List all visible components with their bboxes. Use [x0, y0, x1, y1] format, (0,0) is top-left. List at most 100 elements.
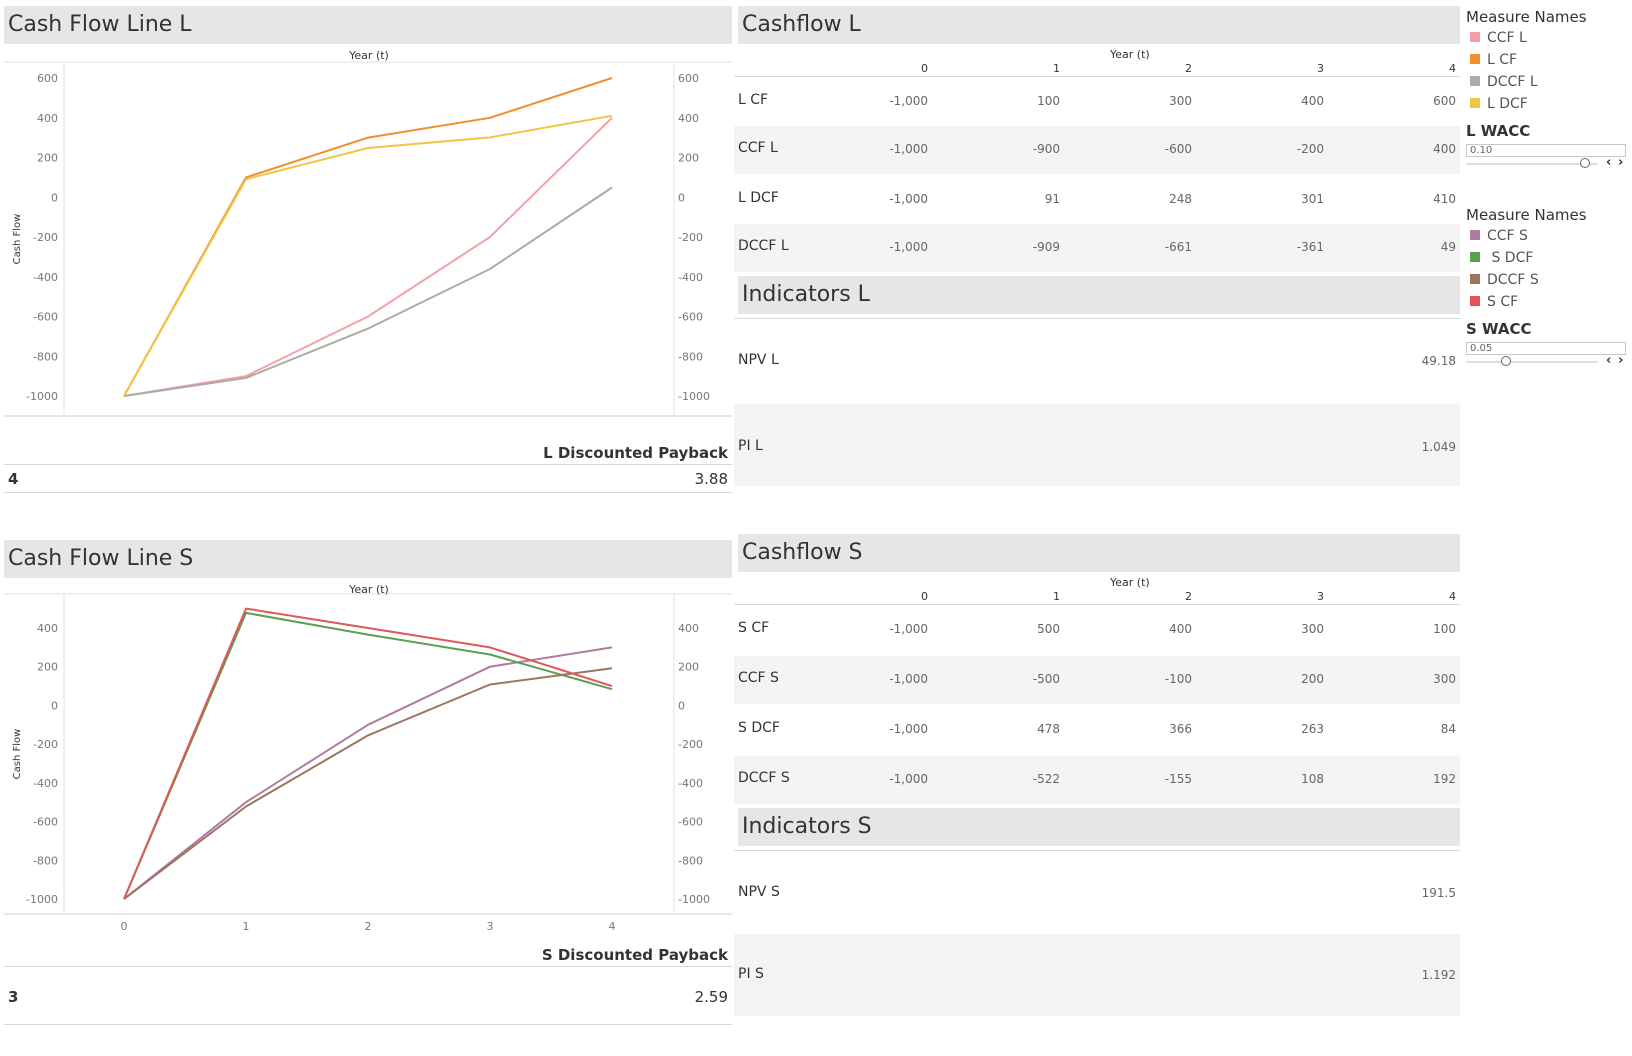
- table-l-col: 4: [1449, 62, 1456, 75]
- cash-flow-line-s-chart[interactable]: Year (t) Cash Flow 400 400 200 200 0 0 -200 -200 -…: [0, 578, 736, 930]
- cell: 400: [1169, 622, 1192, 636]
- legend-item-l-dcf[interactable]: L DCF: [1470, 96, 1528, 116]
- table-row: CCF S -1,000 -500 -100 200 300: [734, 656, 1460, 704]
- legend-label: L DCF: [1487, 96, 1528, 112]
- cashflow-l-table: Year (t) 0 1 2 3 4 L CF -1,000 100 300 4…: [734, 46, 1460, 276]
- indicator-value: 1.049: [1421, 440, 1456, 454]
- row-label: CCF L: [738, 140, 778, 156]
- legend-item-ccf-l[interactable]: CCF L: [1470, 30, 1527, 50]
- indicator-value: 1.192: [1421, 968, 1456, 982]
- slider-knob[interactable]: [1500, 356, 1511, 366]
- table-s-col: 0: [921, 590, 928, 603]
- l-wacc-slider[interactable]: ‹ ›: [1466, 155, 1626, 171]
- indicators-l-title: Indicators L: [738, 276, 1460, 314]
- l-payback-key: 4: [8, 470, 19, 488]
- cell: 500: [1037, 622, 1060, 636]
- legend-label: L CF: [1487, 52, 1518, 68]
- series-line-l-dcf: [123, 114, 613, 397]
- legend-swatch: [1470, 274, 1480, 284]
- series-line-ccf-l: [123, 117, 613, 397]
- slider-knob[interactable]: [1579, 158, 1590, 168]
- s-payback-value: 2.59: [694, 988, 728, 1006]
- cell: -361: [1296, 240, 1324, 254]
- chevron-right-icon[interactable]: ›: [1618, 155, 1624, 170]
- legend-swatch: [1470, 296, 1480, 306]
- cell: 400: [1433, 142, 1456, 156]
- x-tick-label: 0: [121, 422, 128, 424]
- cell: 91: [1044, 192, 1060, 206]
- y-tick-label-right: 400: [678, 622, 699, 635]
- l-payback-value: 3.88: [694, 470, 728, 488]
- legend-item-ccf-s[interactable]: CCF S: [1470, 228, 1528, 248]
- series-line-s-cf: [123, 607, 613, 900]
- indicator-value: 191.5: [1421, 886, 1456, 900]
- cell: 100: [1433, 622, 1456, 636]
- legend-label: CCF S: [1487, 228, 1528, 244]
- cell: -200: [1296, 142, 1324, 156]
- indicator-label: NPV S: [738, 884, 780, 900]
- cash-flow-line-l-chart[interactable]: Year (t) Cash Flow 600 600 400 400 200 200 0 0 -20…: [0, 44, 736, 424]
- s-payback-key: 3: [8, 988, 19, 1006]
- chevron-left-icon[interactable]: ‹: [1606, 155, 1612, 170]
- legend-item-s-cf[interactable]: S CF: [1470, 294, 1518, 314]
- y-tick-label-right: 600: [678, 72, 699, 85]
- x-tick-label: 3: [487, 422, 494, 424]
- cell: 400: [1301, 94, 1324, 108]
- legend-item-l-cf[interactable]: L CF: [1470, 52, 1517, 72]
- table-row: L CF -1,000 100 300 400 600: [734, 78, 1460, 126]
- cell: -1,000: [889, 94, 928, 108]
- chevron-left-icon[interactable]: ‹: [1606, 353, 1612, 368]
- cell: 49: [1440, 240, 1456, 254]
- cell: 366: [1169, 722, 1192, 736]
- y-tick-label: 600: [37, 72, 58, 85]
- legend-label: CCF L: [1487, 30, 1527, 46]
- legend-label: S CF: [1487, 294, 1519, 310]
- y-tick-label: -1000: [26, 390, 58, 403]
- row-label: S DCF: [738, 720, 780, 736]
- table-row: L DCF -1,000 91 248 301 410: [734, 176, 1460, 224]
- cell: -1,000: [889, 622, 928, 636]
- table-row: DCCF L -1,000 -909 -661 -361 49: [734, 224, 1460, 272]
- y-tick-label: -800: [33, 854, 58, 867]
- s-wacc-input[interactable]: 0.05: [1466, 342, 1626, 355]
- legend-item-s-dcf[interactable]: S DCF: [1470, 250, 1533, 270]
- y-tick-label-right: -200: [678, 738, 703, 751]
- cell: -600: [1164, 142, 1192, 156]
- cell: -1,000: [889, 240, 928, 254]
- x-tick-label: 4: [609, 422, 616, 424]
- table-s-year-label: Year (t): [1110, 576, 1150, 589]
- x-tick-label: 0: [121, 920, 128, 930]
- table-s-col: 2: [1185, 590, 1192, 603]
- s-payback-header: S Discounted Payback: [541, 946, 728, 964]
- row-label: DCCF S: [738, 770, 790, 786]
- cell: 410: [1433, 192, 1456, 206]
- table-row: DCCF S -1,000 -522 -155 108 192: [734, 756, 1460, 804]
- cell: -522: [1032, 772, 1060, 786]
- legend-item-dccf-s[interactable]: DCCF S: [1470, 272, 1539, 292]
- x-tick-label: 1: [243, 920, 250, 930]
- indicator-label: PI L: [738, 438, 763, 454]
- cell: 300: [1301, 622, 1324, 636]
- legend-swatch: [1470, 230, 1480, 240]
- cell: -1,000: [889, 142, 928, 156]
- y-tick-label: -1000: [26, 893, 58, 906]
- cashflow-s-table: Year (t) 0 1 2 3 4 S CF -1,000 500 400 3…: [734, 574, 1460, 806]
- y-axis-title: Cash Flow: [12, 214, 23, 265]
- cell: 108: [1301, 772, 1324, 786]
- y-tick-label: -400: [33, 777, 58, 790]
- row-label: L CF: [738, 92, 769, 108]
- cell: -1,000: [889, 722, 928, 736]
- y-tick-label: 400: [37, 622, 58, 635]
- y-tick-label: -400: [33, 271, 58, 284]
- table-l-year-label: Year (t): [1110, 48, 1150, 61]
- y-axis-title: Cash Flow: [12, 729, 23, 780]
- y-tick-label-right: -200: [678, 231, 703, 244]
- y-tick-label: 400: [37, 112, 58, 125]
- l-wacc-input[interactable]: 0.10: [1466, 144, 1626, 157]
- legend-item-dccf-l[interactable]: DCCF L: [1470, 74, 1538, 94]
- l-payback-header: L Discounted Payback: [543, 444, 728, 462]
- chevron-right-icon[interactable]: ›: [1618, 353, 1624, 368]
- s-wacc-slider[interactable]: ‹ ›: [1466, 353, 1626, 369]
- cell: -900: [1032, 142, 1060, 156]
- y-tick-label-right: 0: [678, 191, 685, 204]
